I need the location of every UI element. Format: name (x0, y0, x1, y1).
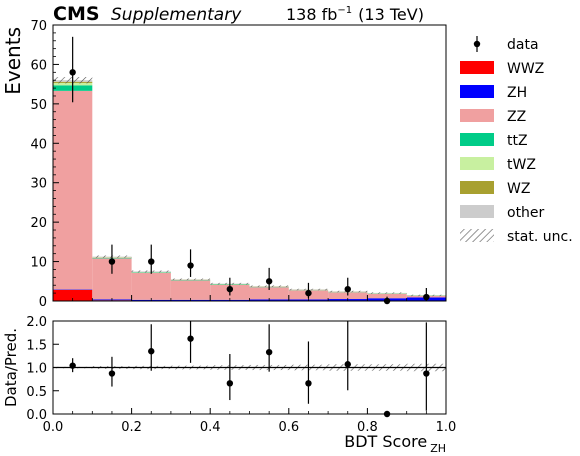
ratio-y-ticks: 0.0 0.5 1.0 1.5 2.0 (26, 315, 59, 423)
data-point-2 (148, 258, 155, 265)
x-tick-label-0: 0.0 (43, 420, 64, 435)
data-point-3 (187, 262, 194, 269)
legend-swatch-other (460, 205, 494, 218)
ratio-point-1 (108, 370, 116, 377)
x-tick-label-3: 0.6 (278, 420, 299, 435)
data-points (69, 36, 430, 305)
y-tick-label-6: 60 (30, 58, 47, 73)
ratio-y-tick-label-1: 0.5 (26, 385, 47, 400)
legend-label-zh: ZH (507, 85, 527, 101)
x-tick-label-2: 0.4 (200, 420, 221, 435)
stat-unc-bin-3 (170, 278, 211, 281)
legend-swatch-stat-unc (460, 229, 494, 242)
bar-zz-8 (367, 293, 407, 299)
x-axis-label-sub: ZH (430, 442, 446, 455)
ratio-point-5 (265, 348, 273, 356)
y-tick-label-2: 20 (30, 216, 47, 231)
y-tick-label-5: 50 (30, 98, 47, 113)
ratio-y-tick-label-2: 1.0 (26, 362, 47, 377)
legend-label-stat-unc: stat. unc. (507, 229, 573, 245)
x-tick-label-1: 0.2 (121, 420, 142, 435)
x-axis-label-main: BDT Score (344, 432, 427, 451)
legend-label-zz: ZZ (507, 109, 526, 125)
y-tick-label-1: 10 (30, 256, 47, 271)
ratio-y-tick-label-4: 2.0 (26, 315, 47, 330)
bar-zz-3 (170, 280, 211, 300)
data-point-4 (226, 285, 234, 293)
data-point-5 (265, 278, 273, 285)
ratio-panel: 0.0 0.5 1.0 1.5 2.0 0.0 0.2 0.4 0.6 0.8 1.0 Data/… (2, 315, 456, 435)
legend-swatch-wz (460, 181, 494, 194)
legend-label-ttz: ttZ (507, 133, 528, 149)
data-point-1 (108, 258, 116, 265)
legend-swatch-zz (460, 109, 494, 122)
bar-zz-5 (249, 287, 289, 300)
ratio-point-4 (226, 380, 234, 387)
data-point-0 (69, 69, 76, 76)
y-tick-label-0: 0 (39, 295, 47, 310)
ratio-point-0 (69, 362, 76, 369)
ratio-y-tick-label-0: 0.0 (26, 408, 47, 423)
y-tick-label-3: 30 (30, 177, 47, 192)
y-axis-label: Events (1, 27, 25, 95)
ratio-point-6 (305, 380, 312, 387)
ratio-point-3 (187, 335, 194, 342)
y-tick-label-4: 40 (30, 137, 47, 152)
supplementary-label: Supplementary (111, 5, 242, 25)
ratio-point-2 (148, 348, 155, 355)
data-point-9 (423, 293, 430, 301)
legend-label-twz: tWZ (507, 157, 536, 173)
ratio-y-axis-label: Data/Pred. (2, 328, 20, 407)
ratio-y-tick-label-3: 1.5 (26, 338, 47, 353)
legend-swatch-wwz (460, 61, 494, 74)
legend-label-data: data (507, 37, 539, 53)
legend-swatch-ttz (460, 133, 494, 146)
main-histogram-panel: 0 10 20 30 40 50 60 70 Events (1, 19, 447, 310)
legend-label-other: other (507, 205, 545, 221)
legend-data-marker (473, 40, 481, 48)
legend: data WWZ ZH ZZ ttZ tWZ WZ other stat. unc. (460, 36, 573, 245)
bar-zz-0 (53, 90, 93, 290)
legend-label-wwz: WWZ (507, 61, 544, 77)
data-point-6 (305, 289, 312, 297)
legend-swatch-zh (460, 85, 494, 98)
main-y-ticks: 0 10 20 30 40 50 60 70 (30, 19, 59, 310)
x-tick-label-4: 0.8 (357, 420, 378, 435)
y-tick-label-7: 70 (30, 19, 47, 34)
main-x-ticks (52, 295, 447, 301)
legend-swatch-twz (460, 157, 494, 170)
bar-zz-2 (131, 273, 171, 300)
bar-wwz-0 (53, 289, 93, 301)
energy-label: (13 TeV) (358, 5, 424, 24)
experiment-label: CMS (53, 3, 100, 25)
x-axis-label: BDT Score ZH (344, 432, 446, 455)
bar-zz-7 (328, 292, 368, 300)
ratio-point-7 (344, 361, 351, 368)
ratio-point-9 (423, 370, 430, 377)
stat-unc-bin-8 (367, 292, 407, 294)
lumi-exponent: −1 (337, 5, 352, 16)
x-tick-label-5: 1.0 (436, 420, 457, 435)
legend-label-wz: WZ (507, 181, 530, 197)
lumi-label: 138 fb−1 (13 TeV) (286, 5, 424, 24)
ratio-points (69, 321, 430, 418)
lumi-value: 138 fb (286, 5, 337, 24)
ratio-x-ticks: 0.0 0.2 0.4 0.6 0.8 1.0 (43, 408, 457, 435)
data-point-7 (344, 285, 351, 293)
